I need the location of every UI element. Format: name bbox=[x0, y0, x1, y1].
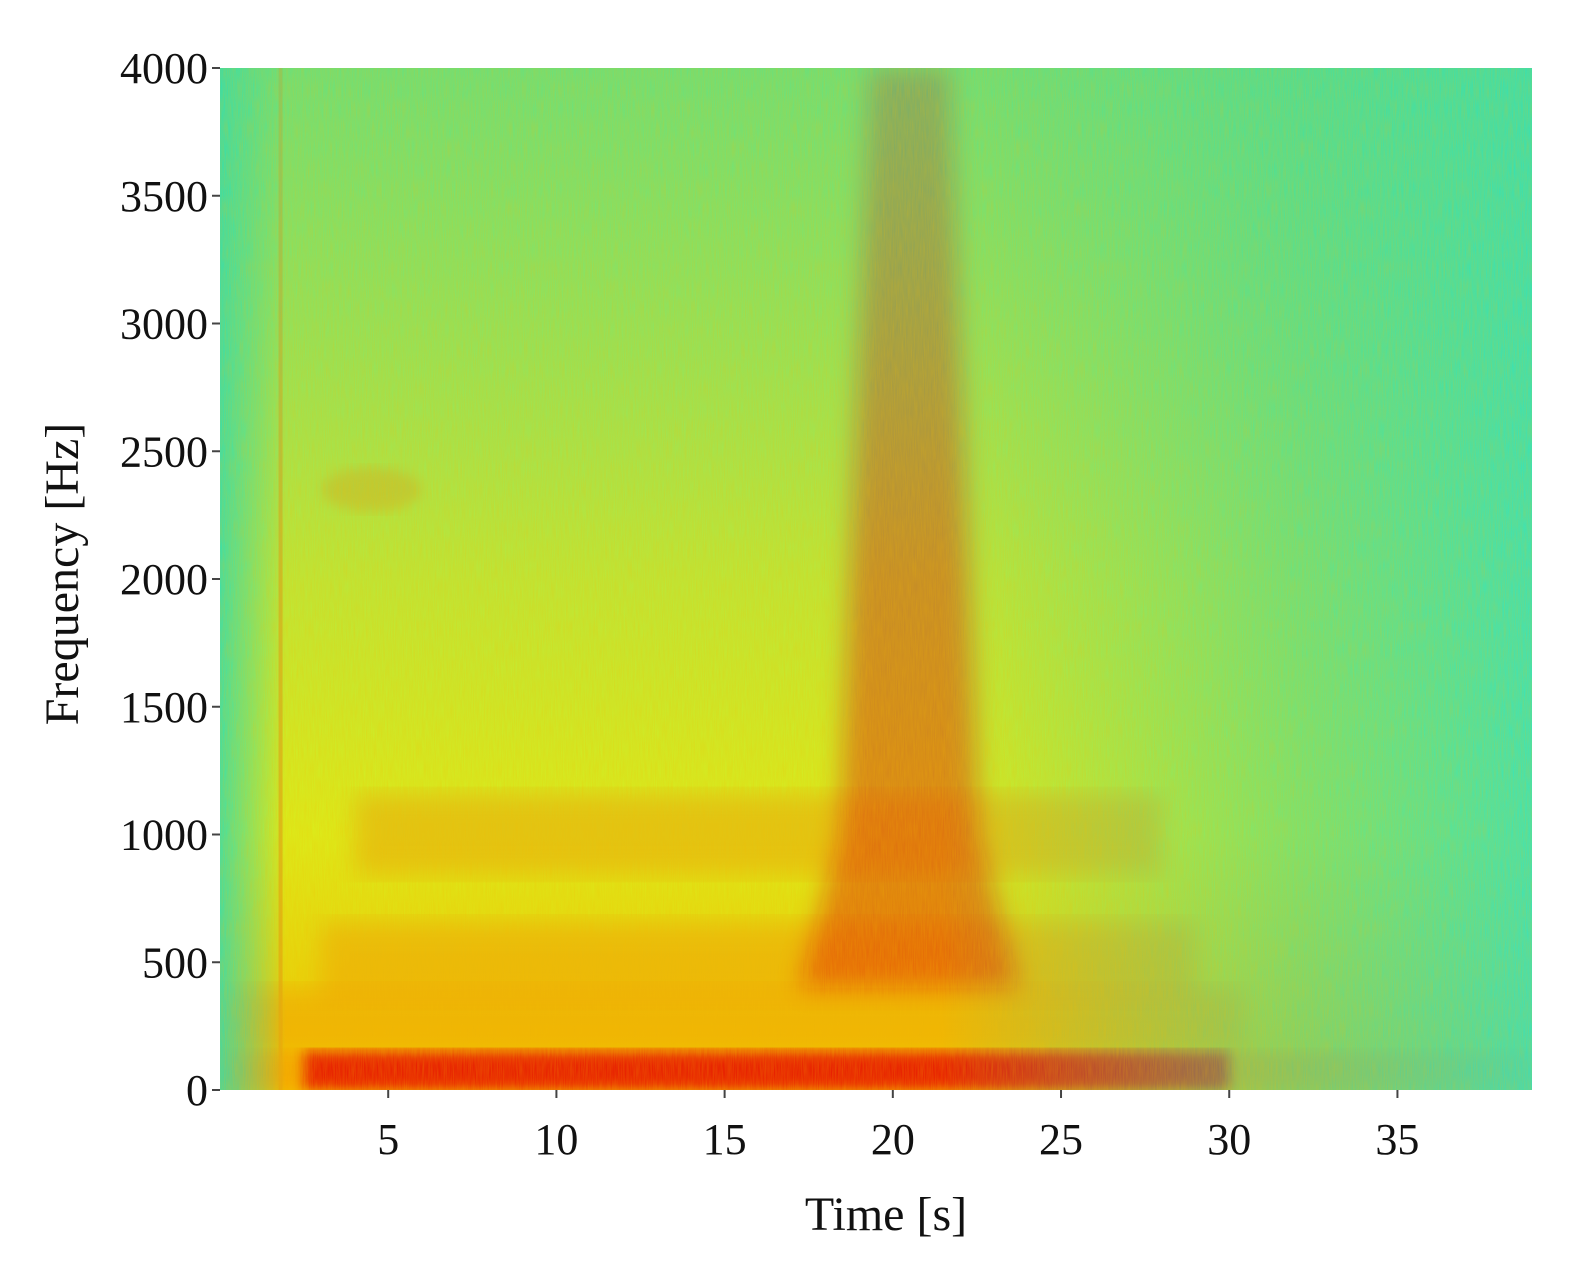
y-tick-label: 2000 bbox=[120, 555, 208, 604]
x-tick-label: 35 bbox=[1375, 1115, 1419, 1164]
y-axis-ticks: 0 500 1000 1500 2000 2500 3000 3500 4000 bbox=[120, 44, 220, 1115]
y-tick-label: 1000 bbox=[120, 811, 208, 860]
x-tick-label: 30 bbox=[1207, 1115, 1251, 1164]
x-tick-label: 5 bbox=[377, 1115, 399, 1164]
y-tick-label: 0 bbox=[186, 1066, 208, 1115]
y-tick-label: 1500 bbox=[120, 683, 208, 732]
x-tick-label: 15 bbox=[703, 1115, 747, 1164]
x-axis-label: Time [s] bbox=[805, 1188, 967, 1241]
y-tick-label: 2500 bbox=[120, 427, 208, 476]
spectrogram-noise bbox=[220, 68, 1532, 1090]
y-tick-label: 4000 bbox=[120, 44, 208, 93]
y-tick-label: 500 bbox=[142, 938, 208, 987]
x-tick-label: 20 bbox=[871, 1115, 915, 1164]
plot-area bbox=[220, 68, 1532, 1090]
x-axis-ticks: 5 10 15 20 25 30 35 bbox=[377, 1090, 1419, 1164]
x-tick-label: 10 bbox=[534, 1115, 578, 1164]
y-tick-label: 3500 bbox=[120, 172, 208, 221]
y-axis-label: Frequency [Hz] bbox=[36, 423, 89, 726]
x-tick-label: 25 bbox=[1039, 1115, 1083, 1164]
y-tick-label: 3000 bbox=[120, 300, 208, 349]
